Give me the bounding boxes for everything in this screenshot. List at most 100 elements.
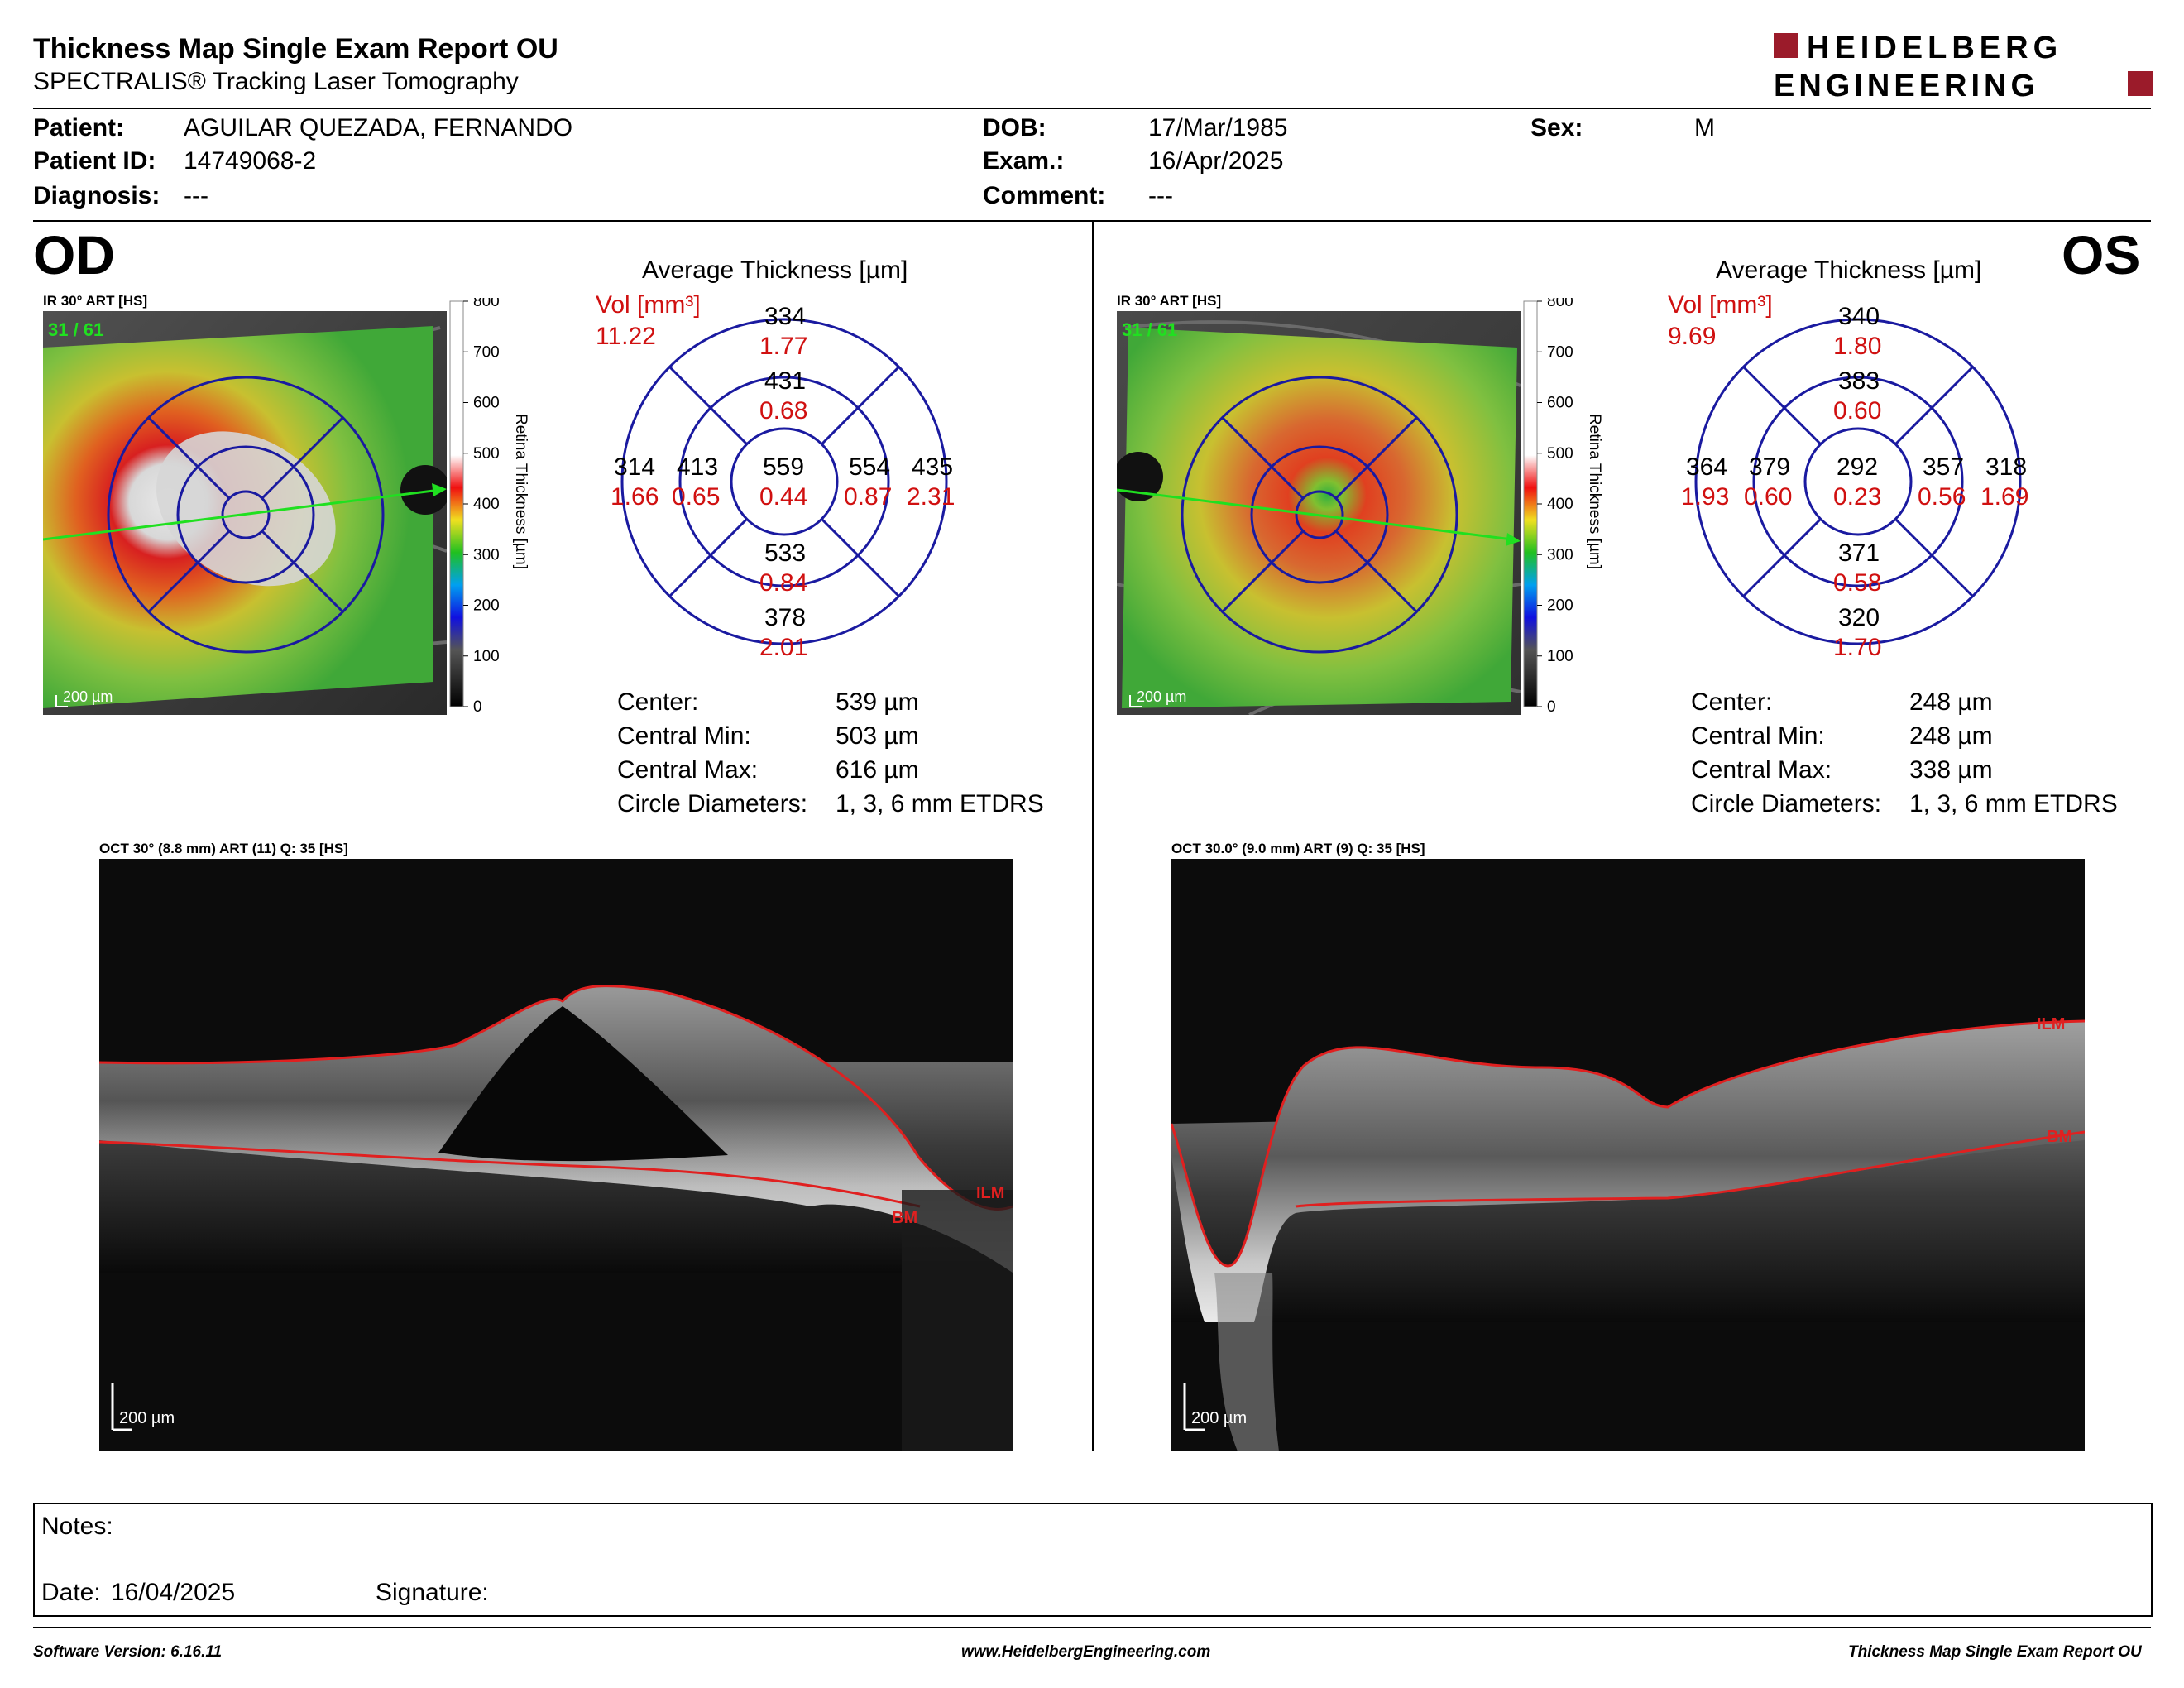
logo-line1: HEIDELBERG bbox=[1807, 31, 2062, 65]
od-temp-inner-vol: 0.65 bbox=[672, 483, 721, 511]
os-inf-inner-vol: 0.58 bbox=[1833, 569, 1882, 597]
diagnosis-label: Diagnosis: bbox=[33, 182, 160, 209]
software-version: Software Version: 6.16.11 bbox=[33, 1643, 223, 1661]
os-diam-label: Circle Diameters: bbox=[1691, 790, 1882, 818]
od-inf-inner-vol: 0.84 bbox=[759, 569, 808, 597]
od-temp-outer-thk: 314 bbox=[614, 453, 656, 481]
dob-value: 17/Mar/1985 bbox=[1148, 114, 1288, 141]
scale-tick-label: 800 bbox=[1547, 298, 1573, 310]
od-nas-inner-vol: 0.87 bbox=[844, 483, 893, 511]
od-ir-scalebar: 200 µm bbox=[63, 688, 113, 705]
od-sup-inner-thk: 431 bbox=[764, 367, 807, 395]
os-nas-inner-thk: 357 bbox=[1923, 453, 1965, 481]
od-center-value: 539 µm bbox=[836, 688, 919, 716]
os-avg-title: Average Thickness [µm] bbox=[1716, 257, 1982, 284]
od-sup-inner-vol: 0.68 bbox=[759, 397, 808, 424]
os-color-scale: 800 700 600 500 400 300 200 100 0 Retina Thickne… bbox=[1521, 293, 1620, 720]
report-title: Thickness Map Single Exam Report OU bbox=[33, 33, 558, 65]
scale-tick-label: 500 bbox=[473, 445, 500, 463]
os-temp-inner-thk: 379 bbox=[1749, 453, 1791, 481]
sex-value: M bbox=[1694, 114, 1715, 141]
footer-rule bbox=[33, 1627, 2151, 1628]
od-inf-outer-vol: 2.01 bbox=[759, 634, 808, 661]
scale-tick-label: 200 bbox=[473, 597, 500, 615]
od-temp-inner-thk: 413 bbox=[677, 453, 719, 481]
os-sup-inner-thk: 383 bbox=[1838, 367, 1880, 395]
scale-tick-label: 600 bbox=[473, 395, 500, 412]
exam-label: Exam.: bbox=[983, 147, 1065, 175]
scale-tick-label: 700 bbox=[473, 343, 500, 361]
os-nas-outer-thk: 318 bbox=[1985, 453, 2028, 481]
os-vol-label: Vol [mm³] bbox=[1668, 291, 1773, 319]
website-link[interactable]: www.HeidelbergEngineering.com bbox=[961, 1643, 1211, 1661]
center-divider bbox=[1092, 222, 1094, 1451]
notes-label: Notes: bbox=[41, 1513, 113, 1540]
os-center-label: Center: bbox=[1691, 688, 1773, 716]
od-thickness-map: 31 / 61 200 µm bbox=[42, 311, 450, 715]
od-max-label: Central Max: bbox=[617, 756, 759, 784]
os-temp-inner-vol: 0.60 bbox=[1744, 483, 1793, 511]
scale-tick-label: 300 bbox=[1547, 546, 1573, 563]
logo-line2: ENGINEERING bbox=[1774, 69, 2039, 103]
od-oct-label: OCT 30° (8.8 mm) ART (11) Q: 35 [HS] bbox=[99, 841, 348, 856]
os-nas-inner-vol: 0.56 bbox=[1918, 483, 1966, 511]
os-center-vol: 0.23 bbox=[1833, 483, 1882, 511]
od-color-scale: 800 700 600 500 400 300 200 100 0 Retina Thickne… bbox=[447, 293, 546, 720]
comment-label: Comment: bbox=[983, 182, 1106, 209]
os-sup-inner-vol: 0.60 bbox=[1833, 397, 1882, 424]
od-center-vol: 0.44 bbox=[759, 483, 808, 511]
os-vol-value: 9.69 bbox=[1668, 323, 1717, 350]
sex-label: Sex: bbox=[1530, 114, 1583, 141]
header-rule bbox=[33, 108, 2151, 109]
comment-value: --- bbox=[1148, 182, 1173, 209]
od-oct-bscan: ILM BM 200 µm bbox=[98, 859, 1013, 1451]
od-vol-value: 11.22 bbox=[596, 323, 656, 350]
patient-label: Patient: bbox=[33, 114, 125, 141]
dob-label: DOB: bbox=[983, 114, 1046, 141]
od-center-thk: 559 bbox=[763, 453, 805, 481]
od-frame-counter: 31 / 61 bbox=[48, 319, 103, 340]
os-oct-scalebar: 200 µm bbox=[1191, 1409, 1247, 1427]
scale-tick-label: 800 bbox=[473, 298, 500, 310]
od-sup-outer-thk: 334 bbox=[764, 303, 807, 330]
od-nas-outer-vol: 2.31 bbox=[907, 483, 956, 511]
os-center-thk: 292 bbox=[1837, 453, 1879, 481]
od-temp-outer-vol: 1.66 bbox=[611, 483, 659, 511]
od-nas-outer-thk: 435 bbox=[912, 453, 954, 481]
os-ir-scalebar: 200 µm bbox=[1137, 688, 1186, 705]
od-scale-label: Retina Thickness [µm] bbox=[512, 414, 529, 569]
os-diam-value: 1, 3, 6 mm ETDRS bbox=[1909, 790, 2118, 818]
os-ir-label: IR 30° ART [HS] bbox=[1117, 293, 1222, 309]
os-min-value: 248 µm bbox=[1909, 722, 1993, 750]
scale-tick-label: 100 bbox=[1547, 648, 1573, 665]
notes-box[interactable]: Notes: Date: 16/04/2025 Signature: bbox=[33, 1503, 2153, 1617]
os-thickness-map: 31 / 61 200 µm bbox=[1114, 311, 1521, 717]
os-oct-bscan: ILM BM 200 µm bbox=[1170, 859, 2086, 1451]
os-temp-outer-thk: 364 bbox=[1686, 453, 1728, 481]
od-inf-outer-thk: 378 bbox=[764, 604, 807, 631]
patient-id-label: Patient ID: bbox=[33, 147, 156, 175]
os-ilm-label: ILM bbox=[2037, 1015, 2065, 1033]
od-ilm-label: ILM bbox=[976, 1184, 1004, 1202]
scale-tick-label: 500 bbox=[1547, 445, 1573, 463]
os-nas-outer-vol: 1.69 bbox=[1980, 483, 2029, 511]
scale-tick-label: 300 bbox=[473, 546, 500, 563]
od-avg-title: Average Thickness [µm] bbox=[642, 257, 908, 284]
eye-label-od: OD bbox=[33, 224, 115, 285]
os-frame-counter: 31 / 61 bbox=[1122, 319, 1177, 340]
os-etdrs-grid bbox=[1676, 300, 2040, 664]
heidelberg-logo: HEIDELBERG ENGINEERING bbox=[1774, 31, 2154, 103]
os-inf-outer-vol: 1.70 bbox=[1833, 634, 1882, 661]
od-min-label: Central Min: bbox=[617, 722, 751, 750]
os-scale-label: Retina Thickness [µm] bbox=[1586, 414, 1603, 569]
os-center-value: 248 µm bbox=[1909, 688, 1993, 716]
eye-label-os: OS bbox=[2062, 224, 2141, 285]
diagnosis-value: --- bbox=[184, 182, 208, 209]
od-nas-inner-thk: 554 bbox=[849, 453, 891, 481]
scale-tick-label: 700 bbox=[1547, 343, 1573, 361]
scale-tick-label: 0 bbox=[473, 698, 482, 716]
patient-name: AGUILAR QUEZADA, FERNANDO bbox=[184, 114, 573, 141]
od-oct-scalebar: 200 µm bbox=[119, 1409, 175, 1427]
footer-report-title: Thickness Map Single Exam Report OU bbox=[1848, 1643, 2142, 1661]
od-max-value: 616 µm bbox=[836, 756, 919, 784]
